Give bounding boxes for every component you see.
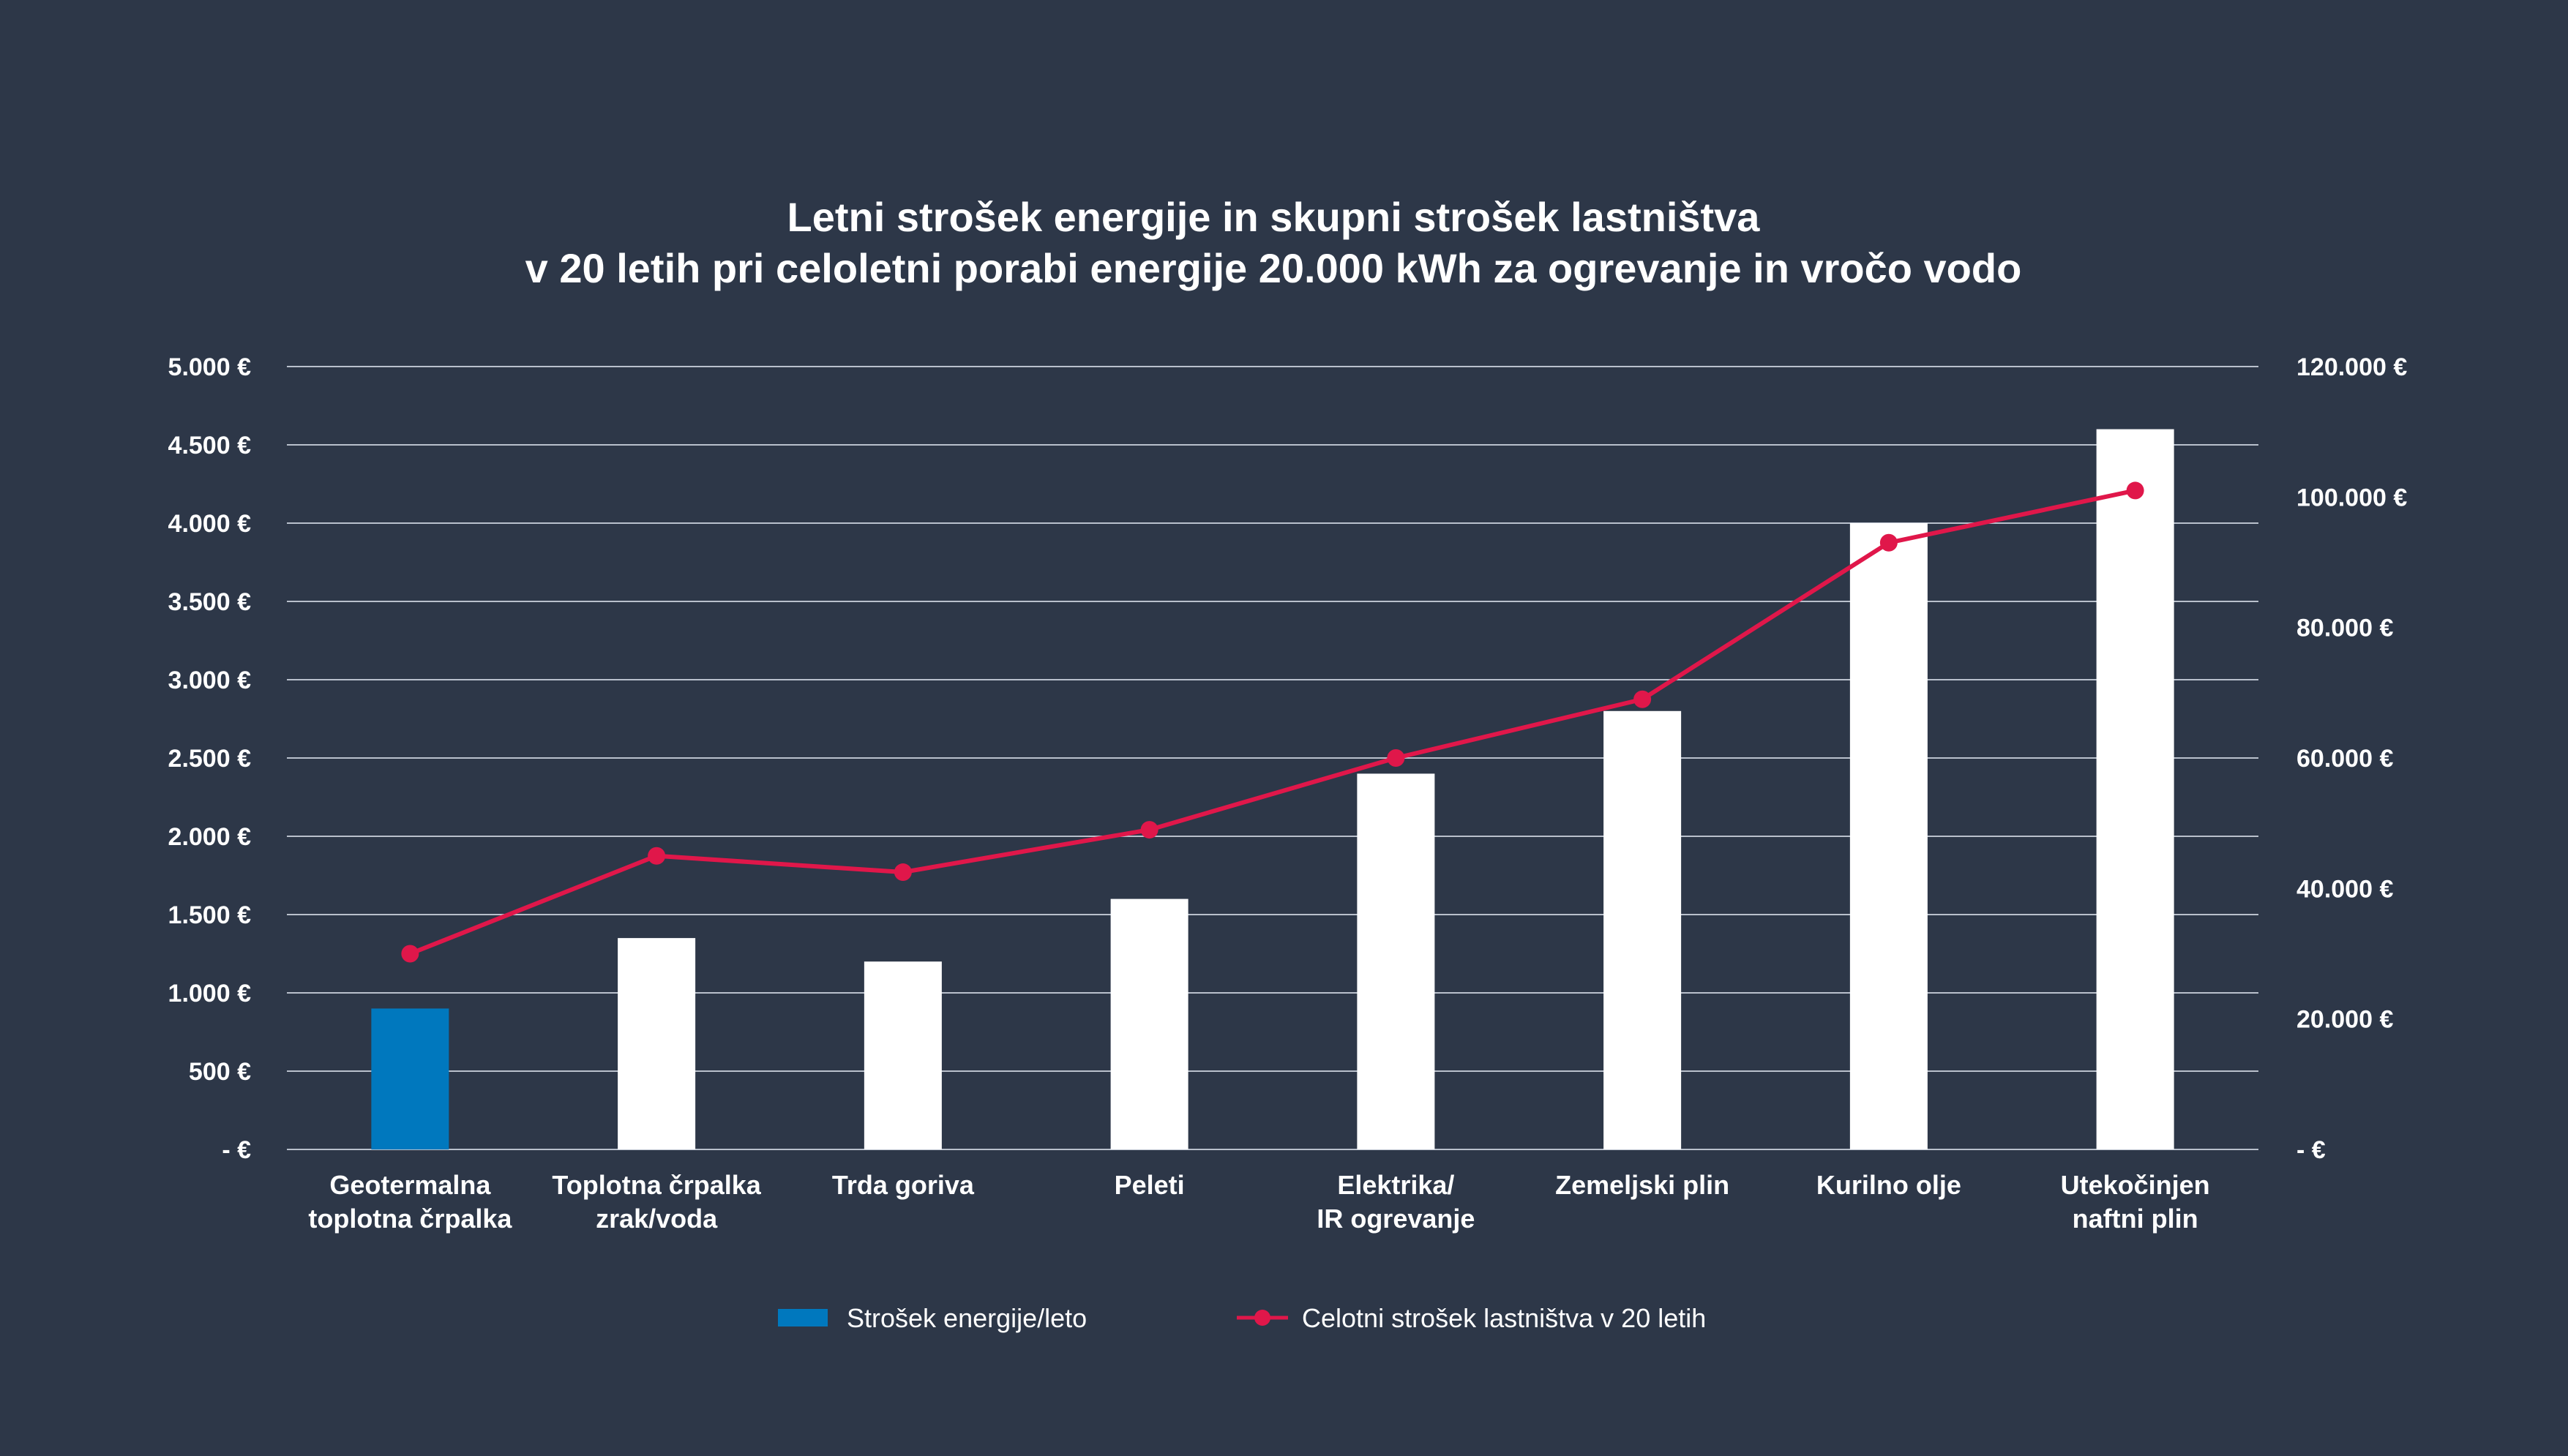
- category-label: Utekočinjen: [2061, 1170, 2210, 1200]
- bar: [2096, 429, 2174, 1149]
- line-point: [1633, 690, 1652, 708]
- right-tick-label: 120.000 €: [2296, 353, 2407, 381]
- legend-line-marker: [1254, 1310, 1270, 1326]
- left-tick-label: 5.000 €: [168, 353, 252, 381]
- bar: [1603, 710, 1682, 1149]
- left-tick-label: 2.000 €: [168, 823, 252, 851]
- series-line: [409, 488, 2136, 956]
- chart-title-line-1: Letni strošek energije in skupni strošek…: [787, 194, 1761, 240]
- right-tick-label: 80.000 €: [2296, 615, 2393, 642]
- bar-series: [371, 429, 2174, 1149]
- right-tick-label: 60.000 €: [2296, 745, 2393, 773]
- bar: [1849, 523, 1928, 1149]
- left-tick-label: 1.500 €: [168, 901, 252, 929]
- category-label: Geotermalna: [329, 1170, 491, 1200]
- bar: [1110, 898, 1188, 1149]
- left-tick-label: 3.000 €: [168, 667, 252, 694]
- left-tick-label: 1.000 €: [168, 980, 252, 1007]
- category-label: zrak/voda: [596, 1204, 718, 1234]
- right-tick-label: - €: [2296, 1136, 2326, 1164]
- right-tick-label: 20.000 €: [2296, 1006, 2393, 1034]
- line-point: [1387, 749, 1405, 767]
- line-point: [2126, 481, 2144, 500]
- left-tick-label: 2.500 €: [168, 745, 252, 773]
- line-series: [401, 481, 2144, 963]
- left-tick-label: 500 €: [189, 1058, 251, 1086]
- bar: [864, 961, 942, 1149]
- category-label: Kurilno olje: [1816, 1170, 1961, 1200]
- line-point: [1879, 533, 1898, 552]
- legend: Strošek energije/leto Celotni strošek la…: [778, 1303, 1706, 1333]
- category-label: Peleti: [1115, 1170, 1185, 1200]
- right-tick-label: 100.000 €: [2296, 484, 2407, 511]
- left-tick-label: 3.500 €: [168, 588, 252, 616]
- category-label: Zemeljski plin: [1555, 1170, 1729, 1200]
- category-label: IR ogrevanje: [1317, 1204, 1475, 1234]
- line-point: [894, 863, 912, 882]
- left-tick-label: 4.000 €: [168, 510, 252, 538]
- line-point: [401, 945, 419, 963]
- left-tick-label: - €: [222, 1136, 251, 1164]
- left-y-axis: - € 500 € 1.000 € 1.500 € 2.000 € 2.500 € 3.00…: [168, 353, 252, 1164]
- chart-title-line-2: v 20 letih pri celoletni porabi energije…: [525, 245, 2022, 291]
- bar: [618, 938, 696, 1149]
- right-tick-label: 40.000 €: [2296, 875, 2393, 903]
- category-label: naftni plin: [2073, 1204, 2198, 1234]
- legend-bar-swatch: [778, 1309, 828, 1326]
- right-y-axis: - € 20.000 € 40.000 € 60.000 € 80.000 € 100.0…: [2296, 353, 2407, 1164]
- bar: [1357, 773, 1435, 1149]
- category-label: toplotna črpalka: [308, 1204, 512, 1234]
- line-point: [1140, 821, 1158, 839]
- line-point: [648, 847, 666, 865]
- legend-line-label: Celotni strošek lastništva v 20 letih: [1302, 1303, 1706, 1333]
- bar: [371, 1008, 449, 1149]
- category-label: Elektrika/: [1337, 1170, 1454, 1200]
- category-label: Trda goriva: [832, 1170, 975, 1200]
- legend-bar-label: Strošek energije/leto: [847, 1303, 1087, 1333]
- gridlines: [287, 366, 2258, 1150]
- left-tick-label: 4.500 €: [168, 432, 252, 459]
- category-label: Toplotna črpalka: [552, 1170, 761, 1200]
- x-axis-categories: Geotermalna toplotna črpalka Toplotna črpa…: [308, 1170, 2209, 1234]
